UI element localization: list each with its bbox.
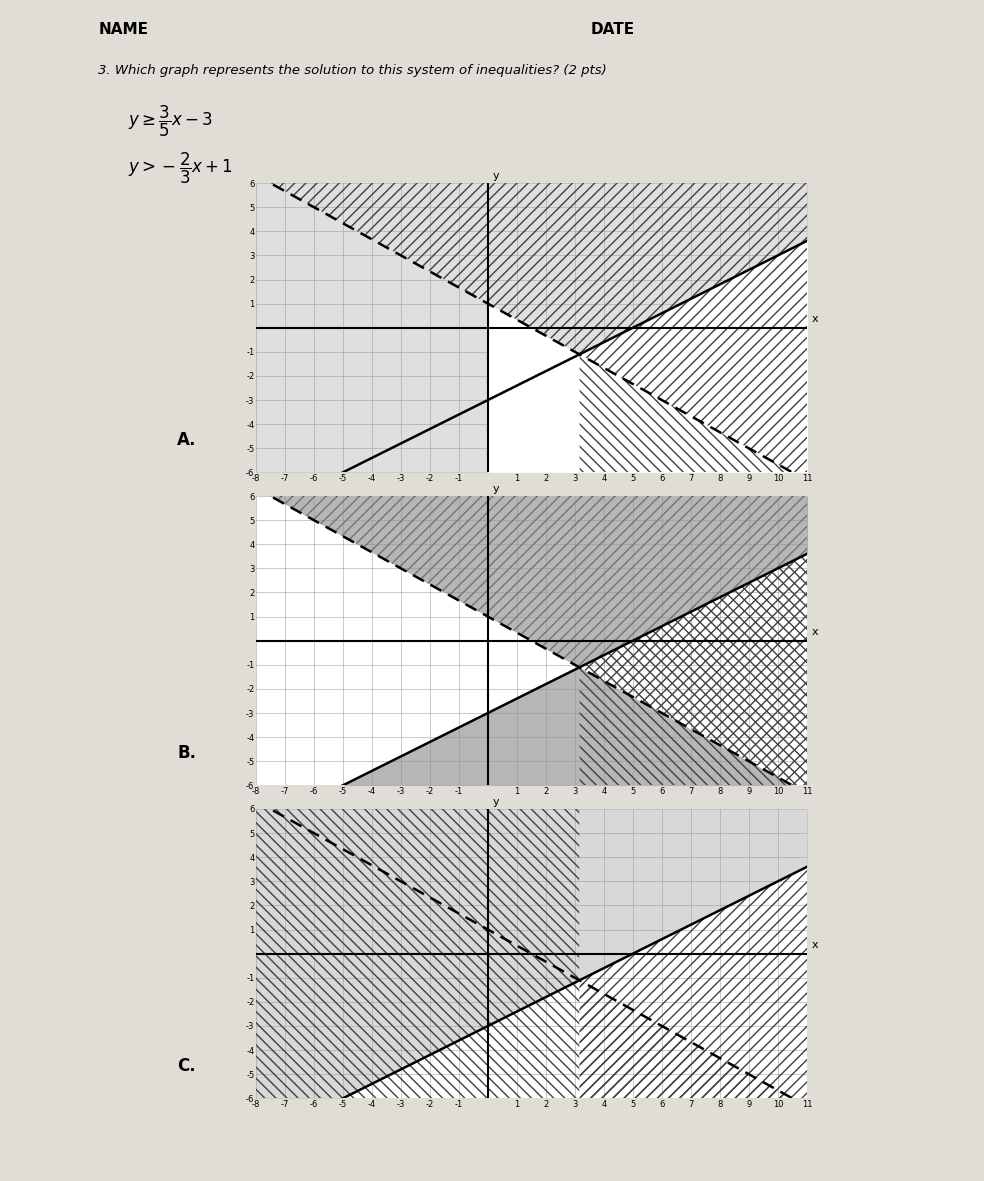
Text: x: x: [811, 627, 818, 637]
Text: A.: A.: [177, 431, 197, 449]
Text: y: y: [492, 483, 499, 494]
Text: NAME: NAME: [98, 22, 149, 37]
Text: DATE: DATE: [590, 22, 635, 37]
Text: y: y: [492, 796, 499, 807]
Text: x: x: [811, 314, 818, 324]
Text: y: y: [492, 170, 499, 181]
Text: 3. Which graph represents the solution to this system of inequalities? (2 pts): 3. Which graph represents the solution t…: [98, 64, 607, 77]
Text: B.: B.: [177, 744, 196, 762]
Text: C.: C.: [177, 1057, 196, 1075]
Text: x: x: [811, 940, 818, 950]
Text: $y > -\dfrac{2}{3}x + 1$: $y > -\dfrac{2}{3}x + 1$: [128, 151, 233, 187]
Text: $y \geq \dfrac{3}{5}x - 3$: $y \geq \dfrac{3}{5}x - 3$: [128, 104, 213, 139]
